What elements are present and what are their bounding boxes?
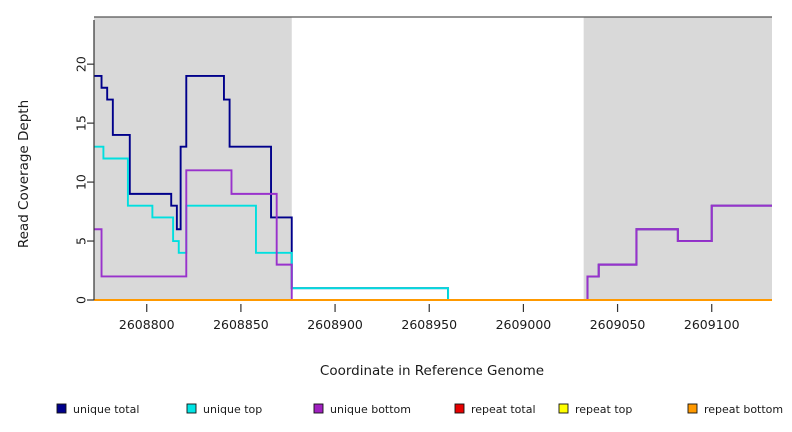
y-tick-label: 5 — [74, 237, 89, 245]
axis-layer: 0 5 10 15 20 2608800 2608850 2608900 2608950 2609… — [74, 20, 740, 332]
y-tick-label: 20 — [74, 56, 89, 72]
legend-layer: unique total unique top unique bottom repea… — [56, 403, 783, 416]
shaded-region-layer — [94, 17, 772, 300]
legend-label: unique total — [73, 403, 139, 416]
legend-swatch — [454, 403, 465, 414]
repeat-region-right — [583, 17, 772, 300]
legend-swatch — [687, 403, 698, 414]
legend-item-unique-total: unique total — [56, 403, 139, 416]
legend-label: repeat total — [471, 403, 536, 416]
x-tick-label: 2609000 — [496, 317, 552, 332]
y-tick-label: 0 — [74, 296, 89, 304]
x-tick-label: 2608950 — [401, 317, 457, 332]
x-axis-title: Coordinate in Reference Genome — [320, 363, 544, 379]
legend-label: unique bottom — [330, 403, 411, 416]
x-tick-label: 2608900 — [307, 317, 363, 332]
series-layer — [94, 75, 772, 301]
legend-item-unique-bottom: unique bottom — [313, 403, 411, 416]
legend-label: repeat bottom — [704, 403, 783, 416]
legend-item-repeat-bottom: repeat bottom — [687, 403, 783, 416]
x-tick-label: 2609100 — [684, 317, 740, 332]
y-axis-title: Read Coverage Depth — [16, 100, 32, 248]
x-tick-label: 2609050 — [590, 317, 646, 332]
y-tick-label: 10 — [74, 174, 89, 190]
legend-item-repeat-total: repeat total — [454, 403, 536, 416]
legend-label: unique top — [203, 403, 262, 416]
legend-swatch — [313, 403, 324, 414]
legend-swatch — [558, 403, 569, 414]
legend-swatch — [186, 403, 197, 414]
x-tick-label: 2608800 — [119, 317, 175, 332]
legend-item-unique-top: unique top — [186, 403, 262, 416]
legend-label: repeat top — [575, 403, 632, 416]
legend-item-repeat-top: repeat top — [558, 403, 632, 416]
y-tick-label: 15 — [74, 115, 89, 131]
legend-swatch — [56, 403, 67, 414]
x-tick-label: 2608850 — [213, 317, 269, 332]
